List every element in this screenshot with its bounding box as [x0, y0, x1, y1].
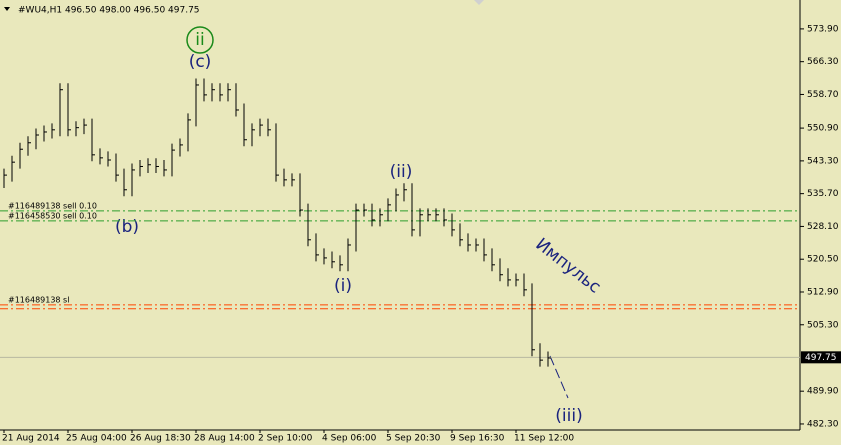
wave-label: (iii): [555, 406, 582, 426]
header-arrow: [4, 7, 10, 11]
scroll-marker: [474, 0, 484, 5]
y-tick-label: 528.10: [807, 222, 839, 232]
y-tick-label: 558.70: [807, 90, 839, 100]
y-tick-label: 543.30: [807, 156, 839, 166]
wave-label: (c): [189, 52, 212, 72]
y-tick-label: 520.50: [807, 255, 839, 265]
last-price-label: 497.75: [805, 353, 837, 363]
y-tick-label: 550.90: [807, 124, 839, 134]
wave-label: (i): [334, 276, 352, 296]
y-tick-label: 573.90: [807, 24, 839, 34]
y-tick-label: 512.90: [807, 287, 839, 297]
y-tick-label: 505.30: [807, 320, 839, 330]
level-label: #116489138 sl: [8, 295, 69, 304]
x-tick-label: 2 Sep 10:00: [258, 434, 313, 444]
wave-label: (ii): [390, 162, 413, 182]
y-tick-label: 489.90: [807, 387, 839, 397]
x-tick-label: 25 Aug 04:00: [66, 434, 127, 444]
y-tick-label: 566.30: [807, 57, 839, 67]
wave-label: (b): [115, 217, 139, 237]
wave-circle: [186, 26, 214, 54]
x-tick-label: 4 Sep 06:00: [322, 434, 377, 444]
last-price-box: [801, 351, 841, 364]
level-label: #116458530 sell 0.10: [8, 211, 97, 220]
wave-label: ii: [195, 30, 204, 50]
level-label: #116489138 sell 0.10: [8, 201, 97, 210]
x-tick-label: 5 Sep 20:30: [386, 434, 441, 444]
x-tick-label: 28 Aug 14:00: [194, 434, 255, 444]
x-tick-label: 21 Aug 2014: [2, 434, 60, 444]
projection-line: [549, 355, 569, 399]
x-tick-label: 11 Sep 12:00: [514, 434, 574, 444]
x-tick-label: 9 Sep 16:30: [450, 434, 505, 444]
header: #WU4,H1 496.50 498.00 496.50 497.75: [18, 6, 200, 16]
y-tick-label: 535.70: [807, 189, 839, 199]
y-tick-label: 482.30: [807, 419, 839, 429]
x-tick-label: 26 Aug 18:30: [130, 434, 191, 444]
